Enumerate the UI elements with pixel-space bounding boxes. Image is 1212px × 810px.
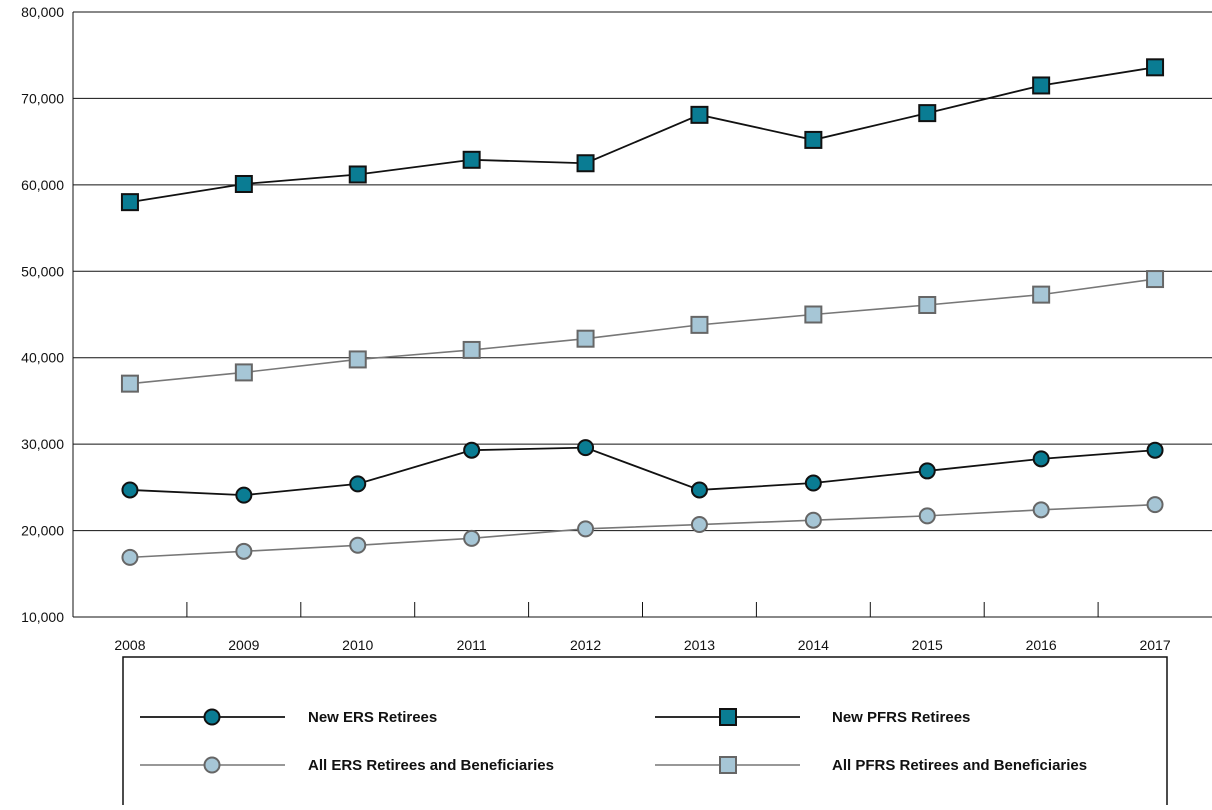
- data-point: [804, 305, 823, 324]
- data-point: [462, 150, 481, 169]
- legend-item-new-ers-retirees: New ERS Retirees: [140, 708, 437, 726]
- data-point: [348, 350, 367, 369]
- legend-label: New ERS Retirees: [308, 709, 437, 726]
- data-point: [120, 193, 139, 212]
- legend-label: All ERS Retirees and Beneficiaries: [308, 757, 554, 774]
- x-tick-label: 2017: [1139, 637, 1170, 653]
- series-new-pfrs-retirees: [120, 58, 1165, 212]
- series-line: [129, 278, 1156, 385]
- x-tick-label: 2016: [1026, 637, 1057, 653]
- data-point: [1032, 450, 1050, 468]
- x-tick-label: 2015: [912, 637, 943, 653]
- data-point: [804, 511, 822, 529]
- legend-marker: [719, 756, 737, 774]
- legend-item-all-pfrs-retirees-and-beneficiaries: All PFRS Retirees and Beneficiaries: [655, 756, 1087, 774]
- series-line: [129, 446, 1156, 497]
- data-point: [577, 520, 595, 538]
- data-point: [690, 481, 708, 499]
- data-point: [234, 174, 253, 193]
- data-point: [1032, 501, 1050, 519]
- legend-label: New PFRS Retirees: [832, 709, 970, 726]
- data-point: [690, 315, 709, 334]
- data-point: [463, 529, 481, 547]
- y-tick-label: 60,000: [21, 177, 64, 193]
- data-point: [120, 374, 139, 393]
- x-tick-label: 2013: [684, 637, 715, 653]
- data-point: [576, 154, 595, 173]
- y-tick-label: 30,000: [21, 436, 64, 452]
- data-point: [918, 507, 936, 525]
- y-tick-label: 40,000: [21, 350, 64, 366]
- y-tick-label: 80,000: [21, 4, 64, 20]
- legend-marker: [203, 708, 221, 726]
- series-line: [129, 503, 1156, 559]
- series: [120, 58, 1165, 566]
- data-point: [1032, 285, 1051, 304]
- y-tick-label: 50,000: [21, 263, 64, 279]
- legend-marker: [203, 756, 221, 774]
- series-new-ers-retirees: [121, 439, 1164, 504]
- data-point: [690, 516, 708, 534]
- data-point: [576, 329, 595, 348]
- data-point: [349, 475, 367, 493]
- data-point: [918, 462, 936, 480]
- data-point: [1146, 441, 1164, 459]
- data-point: [463, 441, 481, 459]
- legend-item-all-ers-retirees-and-beneficiaries: All ERS Retirees and Beneficiaries: [140, 756, 554, 774]
- data-point: [577, 439, 595, 457]
- data-point: [121, 548, 139, 566]
- legend: New ERS Retirees New PFRS Retirees All ERS…: [122, 656, 1168, 810]
- series-all-ers-retirees-and-beneficiaries: [121, 496, 1164, 566]
- y-tick-label: 20,000: [21, 523, 64, 539]
- legend-label: All PFRS Retirees and Beneficiaries: [832, 757, 1087, 774]
- data-point: [349, 536, 367, 554]
- data-point: [121, 481, 139, 499]
- y-tick-label: 70,000: [21, 90, 64, 106]
- x-tick-label: 2008: [114, 637, 145, 653]
- x-tick-label: 2010: [342, 637, 373, 653]
- grid-lines: [73, 11, 1212, 618]
- data-point: [1146, 496, 1164, 514]
- x-tick-label: 2012: [570, 637, 601, 653]
- axes: 10,000 20,000 30,000 40,000 50,000 60,000 70,0…: [21, 4, 1171, 653]
- data-point: [235, 542, 253, 560]
- data-point: [1032, 76, 1051, 95]
- x-tick-label: 2011: [457, 637, 487, 653]
- x-tick-label: 2014: [798, 637, 829, 653]
- data-point: [918, 104, 937, 123]
- legend-item-new-pfrs-retirees: New PFRS Retirees: [655, 708, 970, 726]
- series-all-pfrs-retirees-and-beneficiaries: [120, 270, 1165, 393]
- legend-marker: [719, 708, 737, 726]
- x-tick-label: 2009: [228, 637, 259, 653]
- data-point: [1146, 270, 1165, 289]
- data-point: [348, 165, 367, 184]
- data-point: [918, 295, 937, 314]
- data-point: [234, 363, 253, 382]
- data-point: [462, 340, 481, 359]
- data-point: [804, 130, 823, 149]
- data-point: [690, 105, 709, 124]
- y-tick-label: 10,000: [21, 609, 64, 625]
- data-point: [1146, 58, 1165, 77]
- data-point: [235, 486, 253, 504]
- series-line: [129, 66, 1156, 204]
- legend-box: [122, 656, 1168, 810]
- data-point: [804, 474, 822, 492]
